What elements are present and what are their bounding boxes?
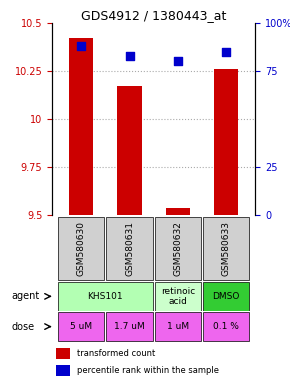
- Text: agent: agent: [11, 291, 39, 301]
- FancyBboxPatch shape: [155, 312, 201, 341]
- Text: 1.7 uM: 1.7 uM: [114, 322, 145, 331]
- Bar: [56, 365, 70, 376]
- Text: GSM580630: GSM580630: [77, 221, 86, 276]
- FancyBboxPatch shape: [58, 282, 153, 311]
- FancyBboxPatch shape: [155, 282, 201, 311]
- Point: [79, 43, 84, 49]
- FancyBboxPatch shape: [155, 217, 201, 280]
- FancyBboxPatch shape: [203, 312, 249, 341]
- Text: 0.1 %: 0.1 %: [213, 322, 239, 331]
- FancyBboxPatch shape: [106, 312, 153, 341]
- Text: dose: dose: [11, 321, 34, 332]
- Text: GSM580633: GSM580633: [222, 221, 231, 276]
- FancyBboxPatch shape: [203, 217, 249, 280]
- Title: GDS4912 / 1380443_at: GDS4912 / 1380443_at: [81, 9, 226, 22]
- Point: [224, 49, 229, 55]
- Bar: [214, 69, 238, 215]
- FancyBboxPatch shape: [58, 217, 104, 280]
- Text: 5 uM: 5 uM: [70, 322, 92, 331]
- Bar: [56, 348, 70, 359]
- FancyBboxPatch shape: [106, 217, 153, 280]
- Text: 1 uM: 1 uM: [167, 322, 189, 331]
- FancyBboxPatch shape: [203, 282, 249, 311]
- Bar: [117, 86, 142, 215]
- Text: GSM580631: GSM580631: [125, 221, 134, 276]
- Text: transformed count: transformed count: [77, 349, 155, 358]
- Bar: [69, 38, 93, 215]
- Text: GSM580632: GSM580632: [173, 221, 182, 276]
- Text: KHS101: KHS101: [88, 292, 123, 301]
- FancyBboxPatch shape: [58, 312, 104, 341]
- Point: [127, 53, 132, 59]
- Point: [175, 58, 180, 65]
- Text: DMSO: DMSO: [213, 292, 240, 301]
- Text: retinoic
acid: retinoic acid: [161, 287, 195, 306]
- Text: percentile rank within the sample: percentile rank within the sample: [77, 366, 219, 375]
- Bar: [166, 208, 190, 215]
